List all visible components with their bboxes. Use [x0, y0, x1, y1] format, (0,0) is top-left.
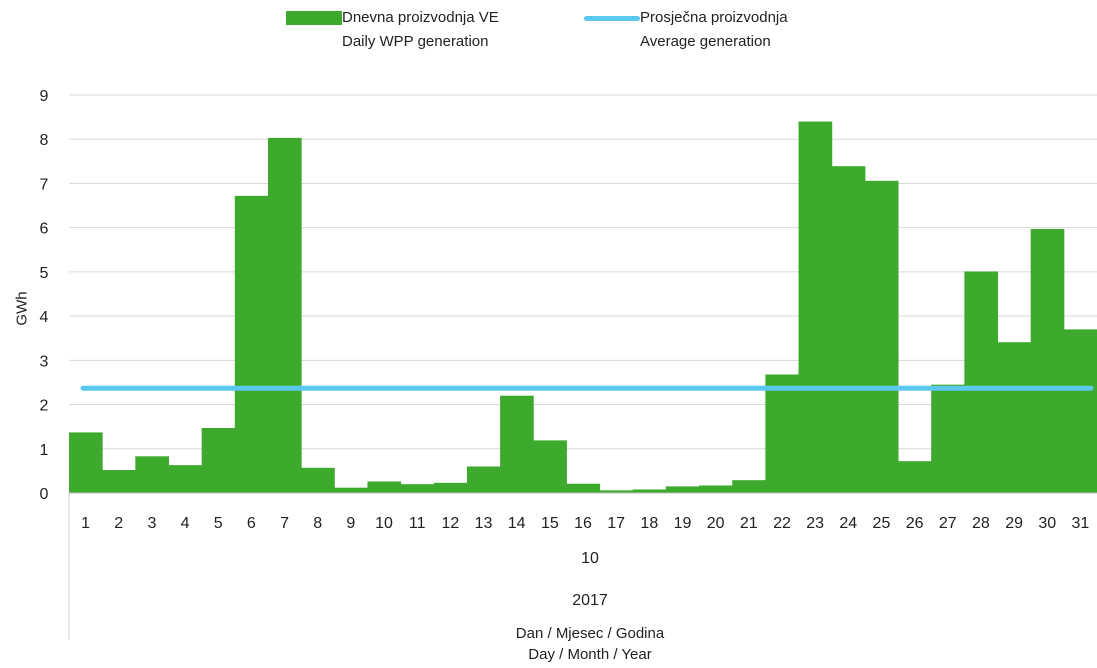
bar	[765, 374, 800, 493]
y-tick-label: 7	[40, 176, 49, 193]
x-tick-label: 30	[1038, 515, 1056, 532]
y-tick-label: 9	[40, 88, 49, 105]
bar	[533, 440, 567, 493]
bar	[500, 395, 534, 493]
x-tick-label: 21	[740, 515, 758, 532]
x-axis-title-1: Dan / Mjesec / Godina	[515, 625, 665, 642]
bar	[699, 485, 733, 493]
legend-bar-swatch	[286, 11, 342, 25]
x-tick-label: 20	[707, 515, 725, 532]
bar	[798, 121, 833, 494]
x-tick-label: 15	[541, 515, 559, 532]
x-tick-label: 8	[313, 515, 322, 532]
bar	[102, 470, 136, 493]
bar	[997, 342, 1032, 493]
x-tick-label: 22	[773, 515, 791, 532]
x-axis-title-2: Day / Month / Year	[528, 646, 652, 663]
x-tick-label: 2	[114, 515, 123, 532]
x-tick-label: 17	[607, 515, 625, 532]
bar	[201, 427, 236, 493]
y-tick-label: 5	[40, 265, 49, 282]
y-tick-label: 1	[40, 442, 49, 459]
legend-average-swatch	[584, 16, 640, 21]
month-label: 10	[581, 550, 599, 567]
x-tick-label: 10	[375, 515, 393, 532]
bar	[1030, 228, 1065, 493]
x-tick-label: 9	[346, 515, 355, 532]
y-tick-label: 2	[40, 398, 49, 415]
bar	[367, 481, 402, 493]
x-tick-label: 13	[475, 515, 493, 532]
y-tick-label: 8	[40, 132, 49, 149]
legend-bar-label-1: Dnevna proizvodnja VE	[342, 9, 499, 26]
bar	[334, 487, 368, 493]
bar	[931, 384, 965, 493]
bar	[831, 166, 866, 493]
bar	[466, 466, 501, 493]
x-tick-label: 1	[81, 515, 90, 532]
x-tick-label: 6	[247, 515, 256, 532]
x-tick-label: 28	[972, 515, 990, 532]
bar	[732, 480, 766, 493]
y-tick-label: 4	[40, 309, 49, 326]
bar	[632, 489, 667, 493]
legend-average-label-2: Average generation	[640, 33, 771, 50]
bar	[400, 484, 435, 493]
x-tick-label: 27	[939, 515, 957, 532]
x-tick-label: 23	[806, 515, 824, 532]
bar	[1063, 329, 1097, 493]
bar	[234, 195, 269, 493]
bar	[69, 432, 103, 493]
x-tick-label: 3	[147, 515, 156, 532]
legend-bar: Dnevna proizvodnja VE Daily WPP generati…	[286, 6, 546, 56]
legend-average: Prosječna proizvodnja Average generation	[584, 6, 844, 56]
x-tick-label: 12	[441, 515, 459, 532]
bar	[898, 461, 932, 493]
bar	[864, 180, 899, 493]
bar	[665, 486, 700, 493]
x-tick-label: 25	[873, 515, 891, 532]
legend-bar-label-2: Daily WPP generation	[342, 33, 489, 50]
x-tick-label: 4	[181, 515, 190, 532]
bar	[135, 456, 169, 493]
bar	[433, 482, 468, 493]
x-tick-label: 7	[280, 515, 289, 532]
y-tick-label: 0	[40, 486, 49, 503]
x-tick-label: 18	[640, 515, 658, 532]
year-label: 2017	[572, 592, 608, 609]
x-tick-label: 31	[1072, 515, 1090, 532]
legend-average-label-1: Prosječna proizvodnja	[640, 9, 788, 26]
y-tick-label: 6	[40, 221, 49, 238]
bar	[168, 465, 203, 493]
bar	[599, 490, 634, 493]
bar	[964, 271, 999, 493]
bar	[301, 467, 335, 493]
bar	[566, 483, 601, 493]
x-tick-label: 19	[674, 515, 692, 532]
x-tick-label: 26	[906, 515, 924, 532]
x-tick-label: 29	[1005, 515, 1023, 532]
x-tick-label: 24	[839, 515, 857, 532]
y-tick-label: 3	[40, 353, 49, 370]
x-tick-label: 11	[409, 515, 426, 532]
x-tick-label: 14	[508, 515, 526, 532]
bar	[267, 137, 302, 493]
x-tick-label: 5	[214, 515, 223, 532]
x-tick-label: 16	[574, 515, 592, 532]
